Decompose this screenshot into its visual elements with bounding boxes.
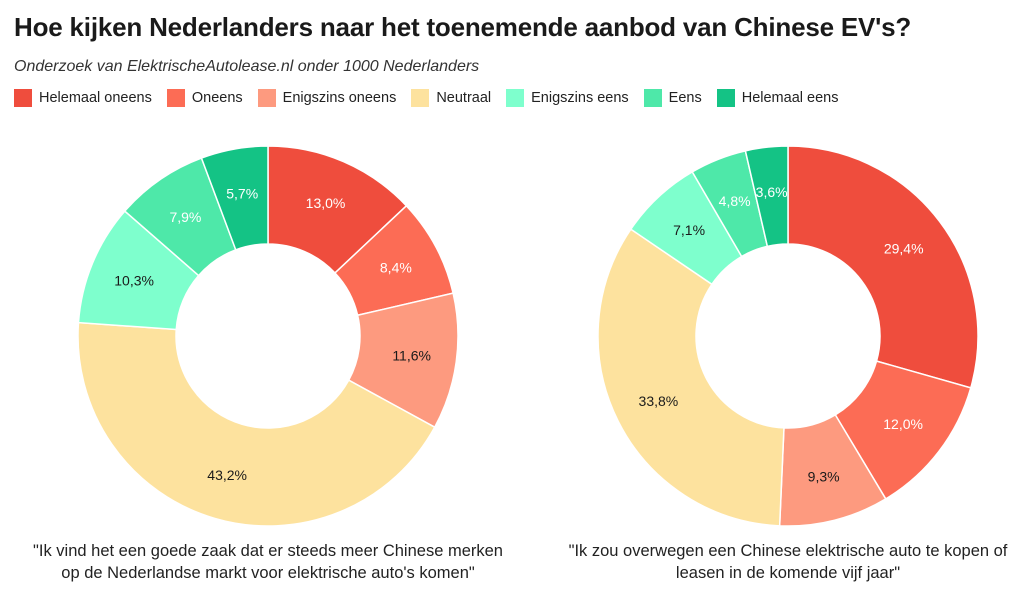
data-label-eens: 7,9% (169, 209, 201, 225)
data-label-oneens: 8,4% (380, 260, 412, 276)
data-label-neutraal: 33,8% (639, 393, 679, 409)
legend-item-enigszins-eens: Enigszins eens (506, 89, 629, 107)
data-label-neutraal: 43,2% (207, 467, 247, 483)
data-label-eens: 4,8% (719, 193, 751, 209)
legend-swatch (643, 89, 662, 107)
data-label-helemaal-oneens: 29,4% (884, 241, 924, 257)
chart-title: Hoe kijken Nederlanders naar het toeneme… (14, 12, 912, 42)
legend-label: Enigszins eens (531, 90, 629, 106)
legend-label: Helemaal oneens (39, 90, 152, 106)
legend-swatch (257, 89, 276, 107)
legend-label: Oneens (191, 90, 243, 106)
data-label-helemaal-eens: 3,6% (756, 184, 788, 200)
legend-item-helemaal-eens: Helemaal eens (716, 89, 839, 107)
donut-slice-helemaal-eens (744, 145, 789, 248)
legend-item-oneens: Oneens (166, 89, 243, 107)
legend-item-eens: Eens (643, 89, 702, 107)
legend-swatch (506, 89, 525, 107)
legend-label: Eens (668, 90, 702, 106)
legend-swatch (14, 89, 32, 107)
data-label-enigszins-oneens: 9,3% (808, 469, 840, 485)
legend-item-enigszins-oneens: Enigszins oneens (257, 89, 397, 107)
data-label-enigszins-eens: 10,3% (114, 272, 154, 288)
legend-label: Neutraal (436, 90, 492, 106)
data-label-helemaal-oneens: 13,0% (306, 195, 346, 211)
data-label-helemaal-eens: 5,7% (226, 185, 258, 201)
donut-slice-helemaal-eens (200, 145, 269, 251)
legend-label: Enigszins oneens (282, 90, 397, 106)
data-label-enigszins-oneens: 11,6% (392, 348, 431, 364)
donut-slice-neutraal (77, 321, 436, 527)
donut-slice-helemaal-oneens (787, 145, 979, 389)
legend-label: Helemaal eens (741, 90, 839, 106)
legend-swatch (716, 89, 735, 107)
chart-subtitle: Onderzoek van ElektrischeAutolease.nl on… (14, 58, 480, 75)
legend-swatch (166, 89, 185, 107)
donut-chart-right: 29,4% 12,0% 9,3% 33,8% 7,1% 4,8% 3,6% (597, 145, 979, 527)
legend-item-helemaal-oneens: Helemaal oneens (14, 89, 152, 107)
legend-swatch (411, 89, 430, 107)
chart-caption-left: "Ik vind het een goede zaak dat er steed… (33, 542, 503, 582)
data-label-oneens: 12,0% (883, 416, 923, 432)
donut-chart-left: 13,0% 8,4% 11,6% 43,2% 10,3% 7,9% 5,7% (77, 145, 459, 527)
donut-charts: 13,0% 8,4% 11,6% 43,2% 10,3% 7,9% 5,7% 29,4% 12… (77, 145, 979, 527)
legend-item-neutraal: Neutraal (411, 89, 491, 107)
donut-slice-neutraal (597, 228, 785, 527)
legend: Helemaal oneens Oneens Enigszins oneens … (14, 89, 838, 107)
chart-caption-right: "Ik zou overwegen een Chinese elektrisch… (568, 542, 1008, 582)
data-label-enigszins-eens: 7,1% (673, 222, 705, 238)
